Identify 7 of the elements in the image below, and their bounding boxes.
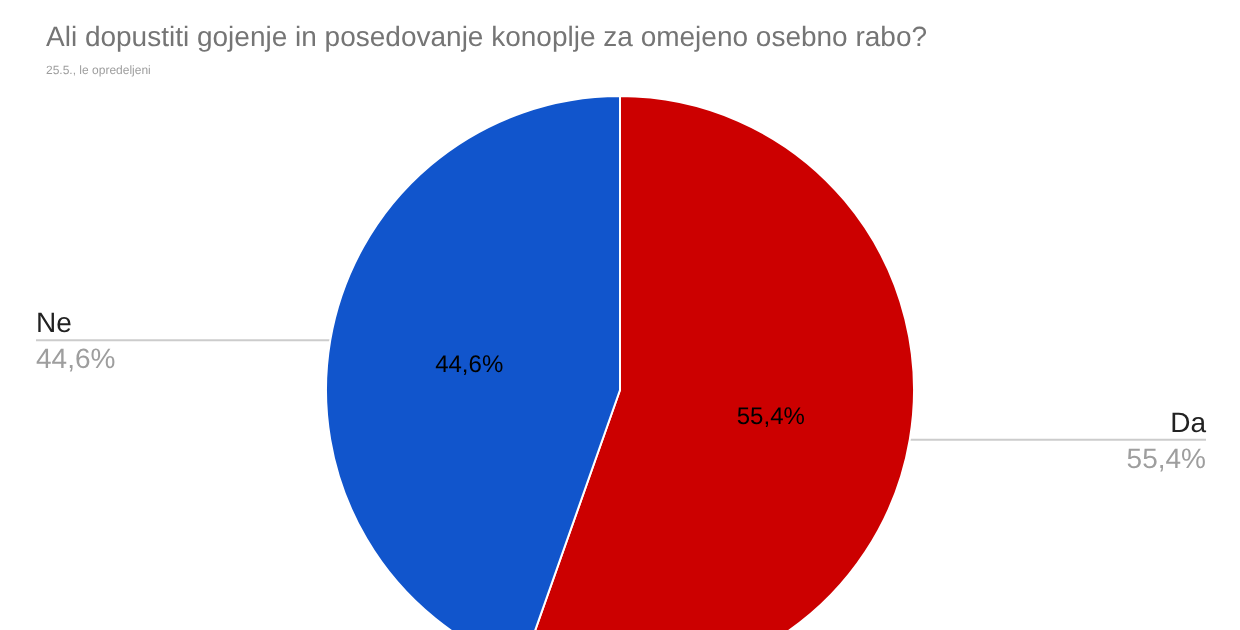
slice-label: Da [1170,405,1207,438]
chart-title: Ali dopustiti gojenje in posedovanje konoplje za omejeno osebno rabo? [46,20,928,52]
text: 44,6% [435,350,504,379]
text: 55,4% [736,401,805,430]
data-label: 44,6% [36,342,116,375]
data-label: 55,4% [1126,441,1206,474]
slice-label: Ne [36,306,73,339]
